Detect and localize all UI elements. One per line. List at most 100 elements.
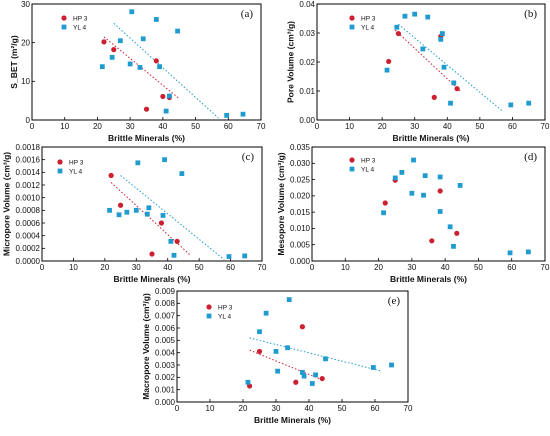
data-point-yl-4	[162, 157, 167, 163]
legend-label: YL 4	[69, 168, 83, 175]
y-tick-label: 0.030	[290, 159, 311, 168]
chart-panel-b: 0 10 20 30 40 50 60 70 0.00 0.01 0.02 0.03 0.04 Britt…	[285, 0, 550, 143]
data-point-yl-4	[381, 210, 386, 216]
legend-marker-square	[349, 24, 355, 30]
x-tick-label: 30	[407, 263, 416, 272]
y-tick-label: 0.0018	[16, 143, 41, 152]
y-tick-label: 0.009	[155, 287, 176, 296]
panel-label: (b)	[524, 8, 537, 20]
data-point-hp-3	[149, 251, 155, 257]
y-tick-label: 0.015	[290, 208, 311, 217]
data-point-yl-4	[127, 61, 133, 67]
data-point-yl-4	[137, 65, 143, 70]
data-point-yl-4	[370, 365, 376, 370]
y-tick-label: 20	[21, 38, 30, 47]
data-point-yl-4	[438, 36, 444, 42]
legend-marker-square	[206, 313, 212, 319]
legend-marker-circle	[349, 15, 355, 21]
x-tick-label: 0	[315, 122, 320, 131]
data-point-yl-4	[124, 209, 130, 215]
x-tick-label: 20	[239, 404, 248, 413]
y-tick-label: 0.0006	[16, 219, 41, 228]
legend-marker-circle	[349, 157, 355, 163]
x-tick-label: 50	[475, 122, 484, 131]
panel-label: (a)	[241, 8, 254, 20]
x-tick-label: 30	[132, 263, 141, 272]
data-point-yl-4	[179, 171, 185, 176]
data-point-hp-3	[117, 202, 124, 208]
data-point-yl-4	[301, 373, 307, 379]
data-point-yl-4	[133, 207, 139, 213]
x-tick-label: 60	[226, 263, 235, 272]
trendline-hp-3	[249, 349, 323, 381]
legend: HP 3 YL 4	[61, 15, 88, 31]
data-point-hp-3	[256, 348, 263, 355]
x-tick-label: 30	[126, 122, 135, 131]
data-point-yl-4	[323, 356, 328, 362]
data-point-yl-4	[425, 14, 431, 20]
chart-panel-e: 0 10 20 30 40 50 60 70 0.000 0.001 0.002 0.003 0.004…	[141, 287, 413, 425]
data-point-yl-4	[457, 183, 463, 188]
data-point-hp-3	[153, 58, 159, 64]
x-tick-label: 0	[175, 404, 180, 413]
data-point-hp-3	[158, 220, 165, 226]
data-point-yl-4	[140, 36, 146, 42]
y-tick-label: 0.0014	[16, 168, 41, 177]
data-point-hp-3	[395, 30, 402, 37]
y-tick-label: 0.0002	[16, 244, 41, 253]
data-point-yl-4	[300, 370, 305, 375]
y-tick-label: 0.005	[155, 336, 176, 345]
x-tick-label: 40	[443, 122, 452, 131]
data-point-yl-4	[285, 345, 290, 351]
y-tick-label: 0.008	[155, 299, 176, 308]
y-axis-label: S_BET (m²/g)	[9, 35, 19, 89]
data-point-yl-4	[273, 349, 279, 354]
data-point-yl-4	[526, 100, 532, 106]
y-tick-label: 0.02	[299, 58, 315, 67]
data-point-yl-4	[135, 160, 141, 166]
data-point-yl-4	[309, 381, 315, 386]
x-tick-label: 40	[158, 122, 167, 131]
data-point-hp-3	[293, 379, 299, 385]
x-tick-label: 20	[374, 263, 383, 272]
data-point-yl-4	[448, 100, 453, 106]
x-tick-label: 70	[404, 404, 413, 413]
plot-frame	[311, 146, 546, 262]
y-tick-label: 0.020	[290, 192, 311, 201]
y-tick-label: 0.004	[155, 348, 176, 357]
data-point-yl-4	[240, 111, 246, 117]
data-point-hp-3	[174, 238, 180, 244]
x-tick-label: 60	[508, 122, 517, 131]
legend-label: HP 3	[69, 159, 84, 166]
plot-frame	[31, 3, 262, 121]
x-tick-label: 50	[195, 263, 204, 272]
data-point-hp-3	[101, 39, 107, 45]
y-tick-label: 0	[26, 116, 31, 125]
data-point-yl-4	[146, 205, 152, 211]
data-point-yl-4	[117, 38, 123, 44]
y-tick-label: 30	[21, 0, 30, 9]
x-tick-label: 30	[272, 404, 281, 413]
x-tick-label: 60	[224, 122, 233, 131]
data-point-hp-3	[247, 383, 253, 389]
data-point-hp-3	[431, 94, 437, 100]
data-point-hp-3	[319, 375, 325, 382]
y-tick-label: 0.010	[290, 224, 311, 233]
x-axis-label: Brittle Minerals (%)	[108, 133, 185, 143]
x-tick-label: 10	[60, 122, 69, 131]
trendline-yl-4	[120, 175, 225, 261]
y-tick-label: 0.0016	[16, 155, 41, 164]
y-axis-label: Mesopore Volume (cm³/g)	[276, 152, 286, 255]
y-tick-label: 0.0008	[16, 206, 41, 215]
panel-label: (e)	[388, 295, 401, 307]
y-tick-label: 0.0000	[16, 257, 41, 266]
data-point-yl-4	[224, 112, 230, 118]
y-tick-label: 0.002	[155, 373, 176, 382]
y-axis-label: Pore Volume (cm³/g)	[285, 21, 295, 103]
trendline-yl-4	[398, 23, 503, 112]
legend-label: YL 4	[361, 166, 375, 173]
data-point-yl-4	[226, 254, 232, 259]
trendline-hp-3	[394, 29, 461, 92]
data-point-hp-3	[454, 230, 460, 236]
data-point-yl-4	[171, 252, 177, 258]
